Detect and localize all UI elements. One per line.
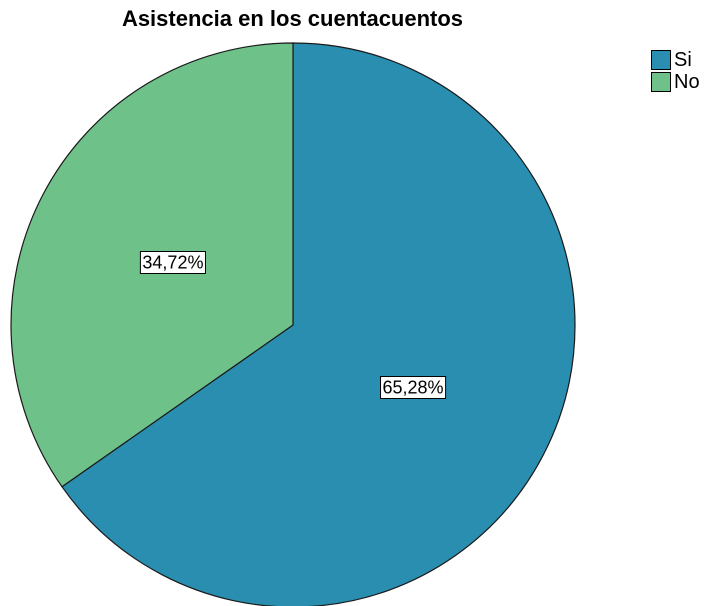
- pie-slice-si: [61, 42, 576, 606]
- pie-label-text-si: 65,28%: [383, 378, 444, 398]
- pie-label-no: 34,72%: [139, 250, 206, 274]
- pie-label-box-si: [380, 376, 447, 400]
- pie-slices: [10, 42, 576, 606]
- chart-legend: Si No: [651, 49, 700, 93]
- legend-item-no: No: [651, 71, 700, 93]
- pie-label-text-no: 34,72%: [142, 252, 203, 272]
- pie-label-box-no: [139, 250, 206, 274]
- legend-label-no: No: [674, 70, 700, 93]
- pie-labels: 65,28% 34,72%: [139, 250, 447, 400]
- legend-label-si: Si: [674, 48, 692, 71]
- legend-swatch-si: [651, 50, 671, 70]
- legend-swatch-no: [651, 72, 671, 92]
- legend-item-si: Si: [651, 49, 700, 71]
- chart-title: Asistencia en los cuentacuentos: [121, 6, 464, 31]
- pie-label-si: 65,28%: [380, 376, 447, 400]
